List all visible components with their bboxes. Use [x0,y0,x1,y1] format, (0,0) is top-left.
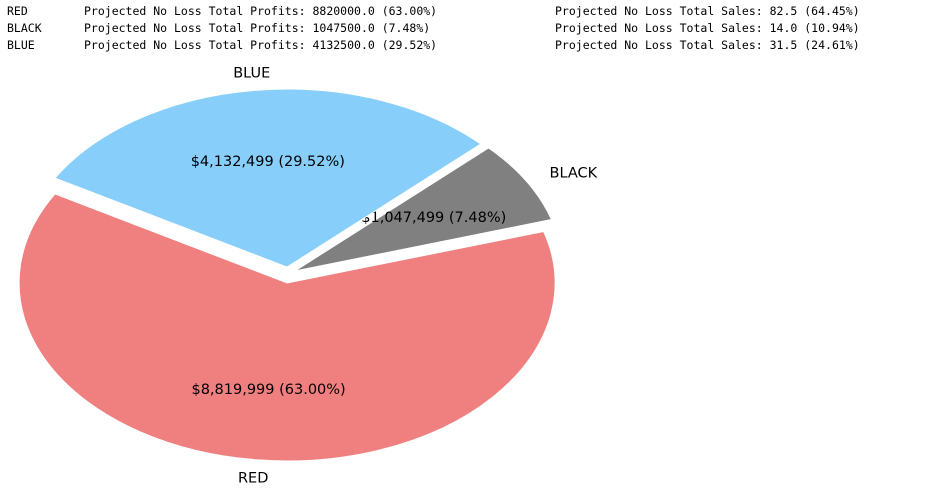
summary-sales: Projected No Loss Total Sales: 14.0 (10.… [555,21,860,35]
summary-sales: Projected No Loss Total Sales: 31.5 (24.… [555,38,860,52]
slice-value-label: $1,047,499 (7.48%) [361,210,506,226]
pie-slice-black [294,147,553,272]
slice-value-label: $4,132,499 (29.52%) [191,154,345,170]
summary-name: BLUE [7,38,35,52]
summary-profits: Projected No Loss Total Profits: 1047500… [84,21,431,35]
pie-slice-blue [54,88,482,268]
summary-profits: Projected No Loss Total Profits: 8820000… [84,4,438,18]
summary-row-red: RED Projected No Loss Total Profits: 882… [0,4,930,20]
summary-name: BLACK [7,21,42,35]
pie-slice-red [18,193,556,462]
summary-row-black: BLACK Projected No Loss Total Profits: 1… [0,21,930,37]
summary-name: RED [7,4,28,18]
slice-name-label: BLACK [550,165,598,181]
summary-table: RED Projected No Loss Total Profits: 882… [0,0,930,60]
slice-name-label: RED [238,470,268,486]
summary-profits: Projected No Loss Total Profits: 4132500… [84,38,438,52]
slice-name-label: BLUE [233,66,270,82]
summary-row-blue: BLUE Projected No Loss Total Profits: 41… [0,38,930,54]
summary-sales: Projected No Loss Total Sales: 82.5 (64.… [555,4,860,18]
slice-value-label: $8,819,999 (63.00%) [191,382,345,398]
